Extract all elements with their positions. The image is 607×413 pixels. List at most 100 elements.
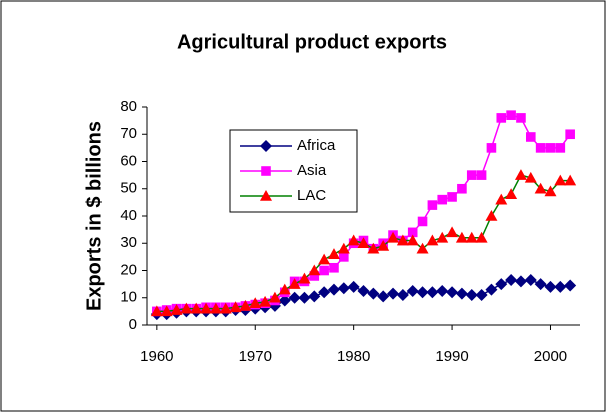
marker: [534, 278, 547, 291]
marker: [524, 274, 537, 287]
marker: [357, 237, 370, 249]
marker: [268, 291, 281, 303]
y-tick-label: 70: [120, 125, 137, 142]
marker: [525, 132, 536, 142]
legend-label: LAC: [297, 187, 326, 204]
marker: [327, 283, 340, 296]
marker: [417, 216, 428, 227]
marker: [337, 282, 350, 295]
marker: [437, 194, 448, 205]
marker: [337, 242, 350, 254]
y-tick-label: 20: [120, 261, 137, 278]
marker: [327, 248, 340, 259]
marker: [416, 286, 429, 299]
marker: [377, 290, 390, 303]
marker: [555, 143, 566, 153]
marker: [447, 192, 457, 202]
marker: [367, 287, 380, 300]
marker: [160, 305, 173, 317]
marker: [249, 297, 262, 308]
marker: [347, 280, 360, 293]
marker: [367, 242, 380, 254]
marker: [496, 113, 507, 123]
marker: [396, 289, 409, 302]
marker: [387, 231, 400, 243]
y-tick-label: 60: [120, 152, 137, 169]
legend-box: [229, 129, 358, 213]
legend-label: Asia: [297, 162, 327, 179]
chart-title: Agricultural product exports: [177, 31, 447, 53]
marker: [455, 231, 468, 243]
y-tick-label: 0: [129, 316, 137, 333]
marker: [564, 279, 577, 292]
marker: [260, 140, 272, 152]
marker: [534, 182, 547, 194]
marker: [466, 170, 477, 180]
marker: [200, 302, 213, 314]
marker: [339, 252, 349, 262]
marker: [298, 291, 311, 304]
marker: [475, 231, 488, 243]
marker: [446, 286, 459, 299]
marker: [524, 171, 537, 183]
marker: [170, 304, 183, 315]
marker: [426, 286, 439, 299]
marker: [209, 302, 222, 314]
legend-label: Africa: [297, 137, 336, 154]
marker: [347, 234, 360, 246]
marker: [150, 305, 163, 317]
marker: [229, 301, 242, 313]
marker: [565, 129, 575, 140]
marker: [406, 234, 419, 246]
x-tick-label: 2000: [534, 348, 567, 365]
marker: [259, 295, 272, 307]
marker: [278, 283, 291, 295]
marker: [308, 290, 321, 303]
marker: [465, 289, 478, 302]
y-tick-label: 50: [120, 180, 137, 197]
y-tick-label: 10: [120, 289, 137, 306]
x-tick-label: 1960: [140, 348, 173, 365]
marker: [329, 262, 339, 273]
marker: [387, 287, 400, 300]
marker: [318, 253, 331, 265]
marker: [426, 234, 439, 246]
marker: [288, 278, 301, 289]
marker: [505, 274, 518, 287]
y-tick-label: 30: [120, 234, 137, 251]
marker: [377, 239, 390, 251]
marker: [261, 166, 271, 176]
marker: [455, 287, 468, 300]
y-axis-label: Exports in $ billions: [83, 121, 105, 311]
marker: [535, 143, 546, 153]
marker: [554, 174, 567, 186]
marker: [436, 284, 449, 297]
marker: [505, 188, 518, 199]
marker: [427, 200, 438, 210]
marker: [357, 284, 370, 297]
marker: [180, 302, 193, 314]
y-tick-label: 80: [120, 98, 137, 115]
marker: [544, 185, 557, 197]
marker: [436, 231, 449, 243]
marker: [485, 283, 498, 296]
marker: [465, 231, 478, 243]
marker: [495, 193, 508, 205]
marker: [407, 227, 418, 238]
marker: [190, 302, 203, 314]
x-tick-label: 1980: [337, 348, 370, 365]
marker: [446, 226, 459, 238]
marker: [406, 284, 419, 297]
marker: [319, 265, 329, 276]
marker: [308, 264, 321, 276]
marker: [416, 242, 429, 254]
marker: [219, 302, 232, 314]
marker: [318, 286, 331, 299]
x-tick-label: 1990: [435, 348, 468, 365]
marker: [516, 113, 526, 123]
marker: [485, 210, 498, 221]
marker: [495, 278, 508, 291]
marker: [475, 289, 488, 302]
marker: [298, 272, 311, 284]
